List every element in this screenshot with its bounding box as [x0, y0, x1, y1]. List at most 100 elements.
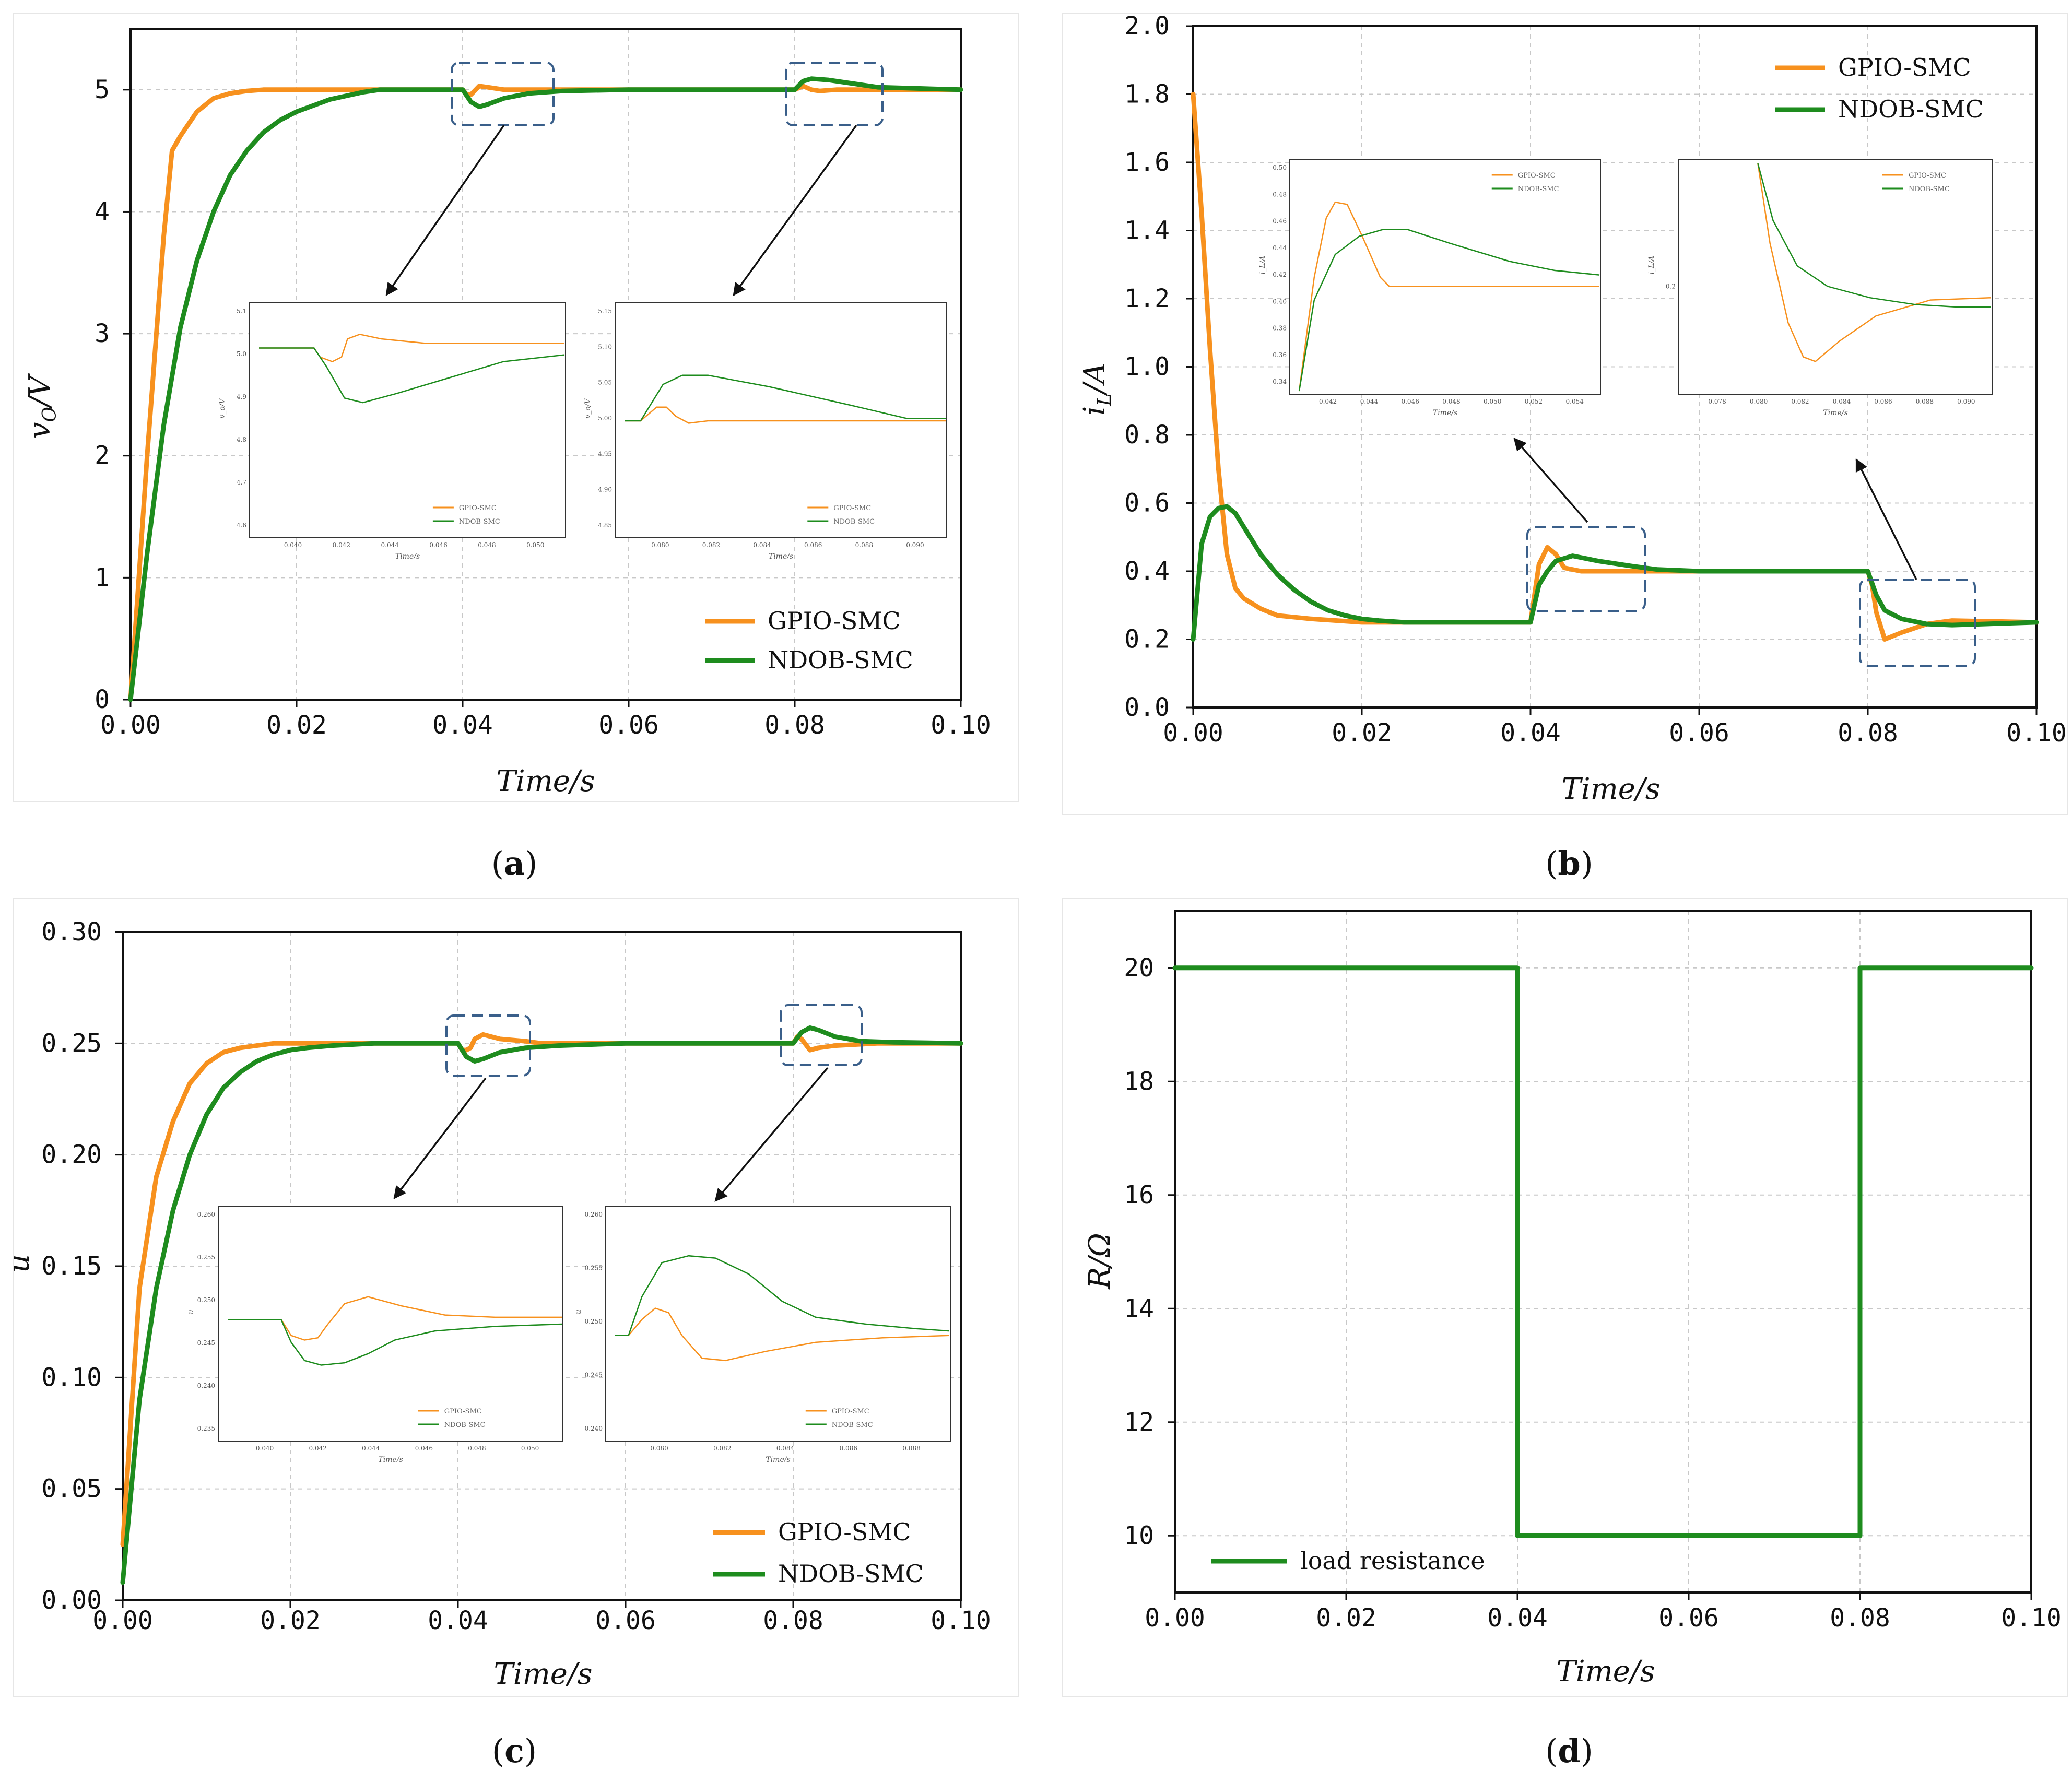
x-tick-label: 0.02 — [1316, 1603, 1376, 1633]
y-tick-label: 0.05 — [41, 1474, 102, 1504]
panel-frame — [1062, 13, 2068, 815]
y-tick-label: 3 — [95, 319, 110, 348]
zoom-box — [1859, 579, 1976, 667]
inset-legend-label: NDOB-SMC — [1518, 185, 1559, 193]
inset-x-tick-label: 0.088 — [902, 1445, 920, 1452]
series-line-ndob-smc — [120, 1025, 963, 1585]
x-tick-label: 0.06 — [598, 711, 659, 740]
inset-x-tick-label: 0.052 — [1525, 398, 1543, 405]
zoom-box — [1526, 526, 1646, 612]
inset-x-tick-label: 0.046 — [1401, 398, 1419, 405]
x-tick-label: 0.04 — [428, 1606, 488, 1635]
inset-x-tick-label: 0.054 — [1566, 398, 1584, 405]
inset-y-tick-label: 0.250 — [585, 1318, 603, 1325]
x-tick-label: 0.04 — [432, 711, 493, 740]
inset-y-tick-label: 0.50 — [1273, 164, 1287, 171]
inset-y-axis-label: i_L/A — [1647, 256, 1656, 275]
inset-y-tick-label: 0.245 — [197, 1339, 215, 1347]
inset-y-tick-label: 0.240 — [585, 1425, 603, 1432]
plot-area-frame — [1174, 910, 2032, 1594]
x-tick-label: 0.02 — [1332, 718, 1392, 748]
inset-y-tick-label: 0.40 — [1273, 298, 1287, 305]
inset-frame — [218, 1206, 563, 1442]
inset-x-tick-label: 0.046 — [429, 541, 447, 549]
inset-series-gpio-smc — [1298, 201, 1599, 392]
zoom-arrow — [1855, 458, 1917, 580]
panel-b: 0.00 0.02 0.04 0.06 0.08 0.10 0.0 0.2 0.4 0.6 0.8 1… — [1062, 11, 2068, 882]
y-tick-label: 5 — [95, 75, 110, 104]
inset-y-axis-label: u — [187, 1309, 195, 1314]
inset-x-tick-label: 0.048 — [1442, 398, 1460, 405]
inset-legend-label: GPIO-SMC — [1518, 172, 1556, 180]
inset-x-axis-label: Time/s — [395, 552, 420, 561]
series-line-gpio-smc — [1191, 92, 2039, 642]
y-tick-label: 0 — [95, 685, 110, 714]
legend-label-gpio-smc: GPIO-SMC — [778, 1518, 911, 1546]
zoom-box — [780, 1004, 863, 1066]
zoom-box — [445, 1014, 531, 1077]
inset-y-tick-label: 0.36 — [1273, 351, 1287, 359]
x-tick-label: 0.00 — [1163, 718, 1223, 748]
inset-legend-label: GPIO-SMC — [444, 1408, 482, 1415]
inset-y-tick-label: 5.0 — [237, 350, 246, 358]
series-line-ndob-smc — [128, 76, 963, 702]
zoom-arrow — [393, 1077, 487, 1199]
x-tick-label: 0.04 — [1487, 1603, 1548, 1633]
inset-x-axis-label: Time/s — [769, 552, 793, 561]
inset-legend-label: GPIO-SMC — [833, 504, 871, 512]
panel-label: (c) — [492, 1732, 537, 1770]
inset-y-tick-label: 4.8 — [237, 436, 246, 443]
panel-frame — [13, 13, 1019, 802]
inset-y-tick-label: 4.95 — [598, 450, 612, 457]
inset-y-tick-label: 5.05 — [598, 379, 612, 386]
panel-frame — [13, 898, 1019, 1697]
inset-x-axis-label: Time/s — [1823, 409, 1847, 417]
series-line-gpio-smc — [120, 1032, 963, 1547]
y-tick-label: 0.20 — [41, 1140, 102, 1170]
inset-y-tick-label: 5.00 — [598, 415, 612, 422]
inset-y-tick-label: 4.9 — [237, 393, 246, 400]
inset-x-tick-label: 0.090 — [906, 541, 924, 549]
inset-x-tick-label: 0.078 — [1708, 398, 1726, 405]
x-tick-label: 0.06 — [1669, 718, 1729, 748]
inset-legend-label: NDOB-SMC — [1909, 185, 1950, 193]
inset-x-tick-label: 0.042 — [1319, 398, 1337, 405]
inset-y-tick-label: 0.46 — [1273, 218, 1287, 225]
x-tick-label: 0.08 — [1838, 718, 1898, 748]
inset-x-tick-label: 0.044 — [362, 1445, 380, 1452]
y-tick-label: 4 — [95, 197, 110, 226]
zoom-arrow — [714, 1067, 829, 1202]
inset-y-tick-label: 0.34 — [1273, 378, 1287, 385]
plot-area-frame — [130, 28, 962, 701]
x-tick-label: 0.08 — [1830, 1603, 1890, 1633]
y-tick-label: 14 — [1124, 1294, 1154, 1323]
inset-x-tick-label: 0.050 — [1484, 398, 1501, 405]
x-tick-label: 0.10 — [2006, 718, 2067, 748]
zoom-arrow — [385, 125, 505, 297]
inset-x-tick-label: 0.090 — [1957, 398, 1975, 405]
y-tick-label: 0.15 — [41, 1252, 102, 1281]
inset-x-tick-label: 0.042 — [309, 1445, 327, 1452]
inset-y-tick-label: 0.235 — [197, 1425, 215, 1432]
inset-y-tick-label: 0.245 — [585, 1372, 603, 1379]
inset-y-axis-label: i_L/A — [1258, 256, 1267, 275]
inset-y-tick-label: 0.255 — [585, 1265, 603, 1272]
inset-series-ndob-smc — [625, 374, 946, 422]
inset-series-gpio-smc — [625, 406, 946, 424]
inset-x-tick-label: 0.040 — [284, 541, 302, 549]
inset-y-tick-label: 0.255 — [197, 1254, 215, 1261]
inset-frame — [1678, 159, 1993, 395]
inset-y-axis-label: u — [574, 1309, 583, 1314]
inset-y-axis-label: v_o/V — [584, 398, 592, 419]
y-tick-label: 0.6 — [1124, 489, 1170, 518]
inset-x-tick-label: 0.080 — [650, 1445, 668, 1452]
inset-x-axis-label: Time/s — [1433, 409, 1457, 417]
inset-legend-label: NDOB-SMC — [832, 1421, 873, 1429]
inset-x-tick-label: 0.044 — [381, 541, 399, 549]
inset-x-tick-label: 0.082 — [1791, 398, 1809, 405]
inset-x-tick-label: 0.080 — [651, 541, 669, 549]
inset-y-tick-label: 0.44 — [1273, 244, 1287, 252]
inset-y-tick-label: 4.7 — [237, 479, 246, 486]
y-tick-label: 0.8 — [1124, 420, 1170, 450]
inset-frame — [249, 302, 566, 538]
